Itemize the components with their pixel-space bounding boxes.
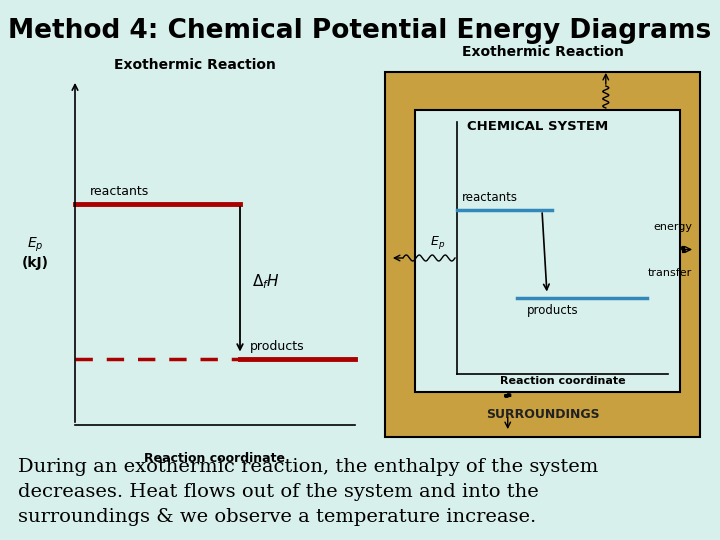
Text: During an exothermic reaction, the enthalpy of the system
decreases. Heat flows : During an exothermic reaction, the entha… (18, 458, 598, 526)
Text: SURROUNDINGS: SURROUNDINGS (486, 408, 599, 422)
Text: Method 4: Chemical Potential Energy Diagrams: Method 4: Chemical Potential Energy Diag… (9, 18, 711, 44)
Text: energy: energy (653, 221, 692, 232)
Text: transfer: transfer (648, 267, 692, 278)
Text: $\it{E}$$_p$: $\it{E}$$_p$ (430, 234, 445, 252)
Text: reactants: reactants (90, 185, 149, 198)
Text: $\Delta_f H$: $\Delta_f H$ (252, 273, 280, 291)
Text: products: products (250, 340, 305, 354)
Text: Exothermic Reaction: Exothermic Reaction (114, 58, 276, 72)
Bar (415, 110, 680, 392)
Text: products: products (527, 305, 579, 318)
Text: Reaction coordinate: Reaction coordinate (500, 376, 625, 386)
Text: reactants: reactants (462, 191, 518, 204)
Bar (385, 72, 700, 437)
Text: CHEMICAL SYSTEM: CHEMICAL SYSTEM (467, 120, 608, 133)
Text: Exothermic Reaction: Exothermic Reaction (462, 45, 624, 59)
Text: Reaction coordinate: Reaction coordinate (145, 452, 286, 465)
Text: $\it{E}$$_p$
(kJ): $\it{E}$$_p$ (kJ) (22, 235, 48, 270)
